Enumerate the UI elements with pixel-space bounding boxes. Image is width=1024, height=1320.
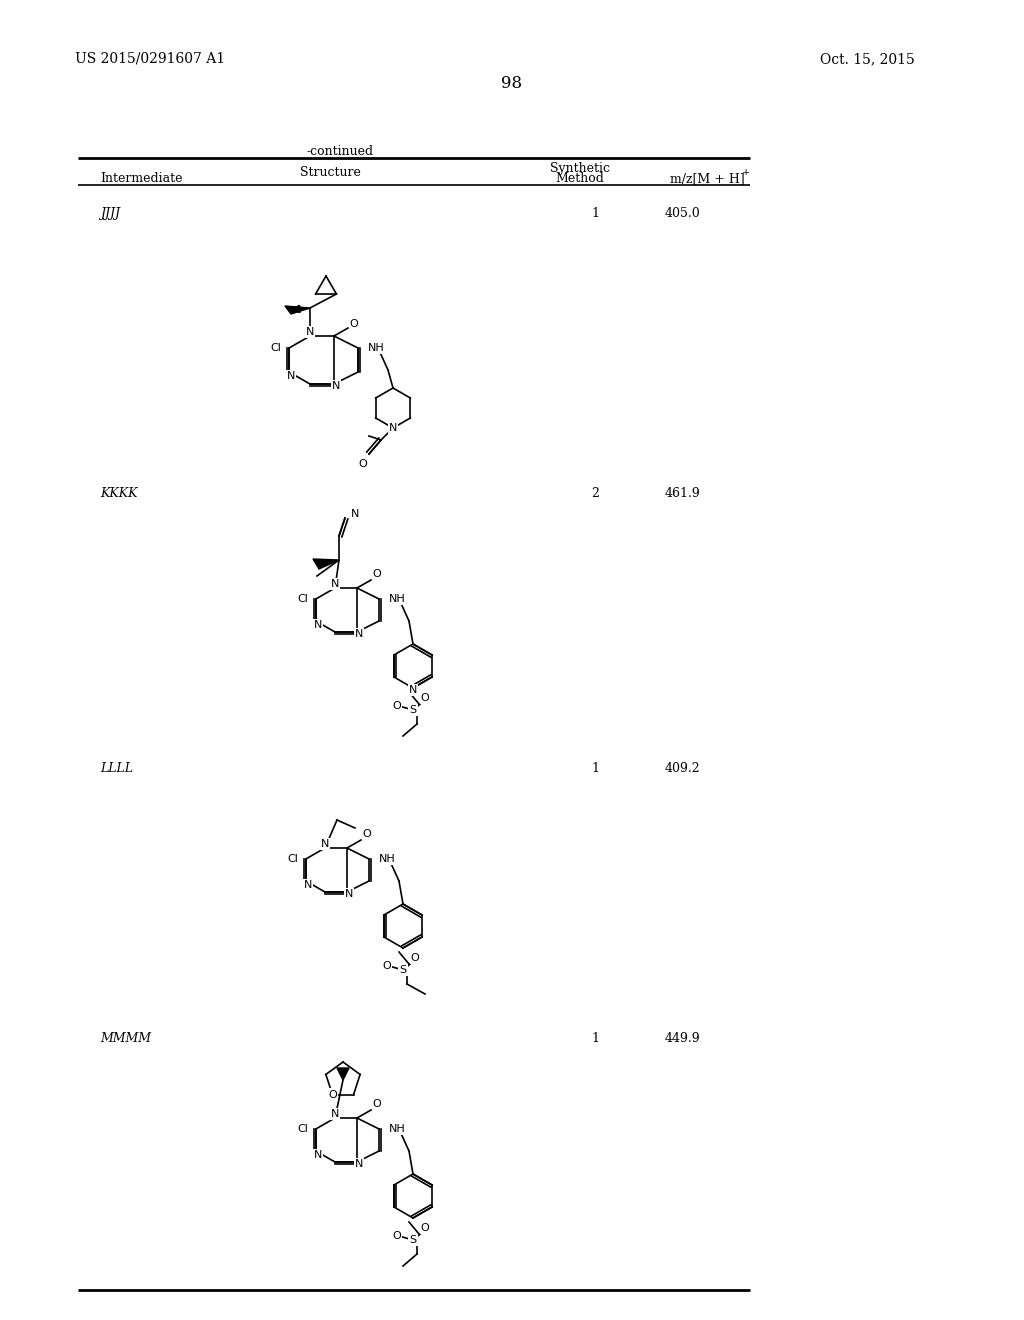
Text: m/z[M + H]: m/z[M + H] bbox=[670, 172, 744, 185]
Text: 449.9: 449.9 bbox=[665, 1032, 700, 1045]
Text: +: + bbox=[742, 168, 751, 177]
Polygon shape bbox=[313, 558, 339, 569]
Text: N: N bbox=[313, 1150, 322, 1160]
Text: Cl: Cl bbox=[287, 854, 298, 865]
Text: Intermediate: Intermediate bbox=[100, 172, 182, 185]
Text: US 2015/0291607 A1: US 2015/0291607 A1 bbox=[75, 51, 225, 66]
Text: Cl: Cl bbox=[270, 343, 282, 352]
Text: 405.0: 405.0 bbox=[665, 207, 700, 220]
Text: Method: Method bbox=[556, 172, 604, 185]
Text: O: O bbox=[411, 953, 420, 964]
Text: S: S bbox=[410, 705, 417, 715]
Text: O: O bbox=[383, 961, 391, 972]
Text: -continued: -continued bbox=[306, 145, 374, 158]
Text: 1: 1 bbox=[591, 762, 599, 775]
Text: N: N bbox=[331, 1109, 339, 1119]
Text: O: O bbox=[358, 459, 368, 469]
Text: S: S bbox=[399, 965, 407, 975]
Text: N: N bbox=[351, 510, 359, 519]
Text: N: N bbox=[287, 371, 295, 381]
Text: N: N bbox=[321, 840, 329, 849]
Text: MMMM: MMMM bbox=[100, 1032, 151, 1045]
Text: O: O bbox=[373, 1100, 381, 1109]
Text: KKKK: KKKK bbox=[100, 487, 137, 500]
Text: NH: NH bbox=[389, 594, 406, 605]
Text: O: O bbox=[392, 701, 401, 711]
Text: Synthetic: Synthetic bbox=[550, 162, 610, 176]
Text: N: N bbox=[389, 422, 397, 433]
Text: N: N bbox=[409, 685, 417, 696]
Text: S: S bbox=[410, 1236, 417, 1245]
Text: O: O bbox=[362, 829, 372, 840]
Text: N: N bbox=[332, 381, 340, 391]
Text: N: N bbox=[331, 579, 339, 589]
Text: 98: 98 bbox=[502, 75, 522, 92]
Text: 2: 2 bbox=[591, 487, 599, 500]
Text: 461.9: 461.9 bbox=[665, 487, 700, 500]
Text: O: O bbox=[349, 319, 358, 329]
Text: LLLL: LLLL bbox=[100, 762, 133, 775]
Text: Cl: Cl bbox=[297, 594, 308, 605]
Text: O: O bbox=[421, 1224, 429, 1233]
Text: Cl: Cl bbox=[297, 1125, 308, 1134]
Text: N: N bbox=[304, 880, 312, 890]
Text: JJJJ: JJJJ bbox=[100, 207, 120, 220]
Text: N: N bbox=[313, 620, 322, 630]
Text: Oct. 15, 2015: Oct. 15, 2015 bbox=[820, 51, 914, 66]
Text: O: O bbox=[328, 1089, 337, 1100]
Text: N: N bbox=[354, 1159, 364, 1170]
Text: O: O bbox=[392, 1232, 401, 1241]
Text: NH: NH bbox=[379, 854, 395, 865]
Polygon shape bbox=[285, 306, 310, 314]
Text: Structure: Structure bbox=[300, 166, 360, 180]
Text: NH: NH bbox=[389, 1125, 406, 1134]
Text: N: N bbox=[306, 327, 314, 337]
Text: NH: NH bbox=[368, 343, 385, 352]
Polygon shape bbox=[337, 1068, 349, 1080]
Text: O: O bbox=[373, 569, 381, 579]
Text: O: O bbox=[421, 693, 429, 704]
Text: 1: 1 bbox=[591, 207, 599, 220]
Text: 1: 1 bbox=[591, 1032, 599, 1045]
Text: N: N bbox=[354, 630, 364, 639]
Text: N: N bbox=[345, 888, 353, 899]
Text: 409.2: 409.2 bbox=[665, 762, 700, 775]
